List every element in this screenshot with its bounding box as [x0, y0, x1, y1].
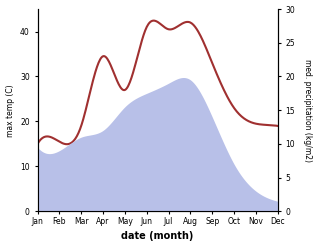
Y-axis label: max temp (C): max temp (C) — [5, 84, 15, 137]
X-axis label: date (month): date (month) — [121, 231, 194, 242]
Y-axis label: med. precipitation (kg/m2): med. precipitation (kg/m2) — [303, 59, 313, 162]
